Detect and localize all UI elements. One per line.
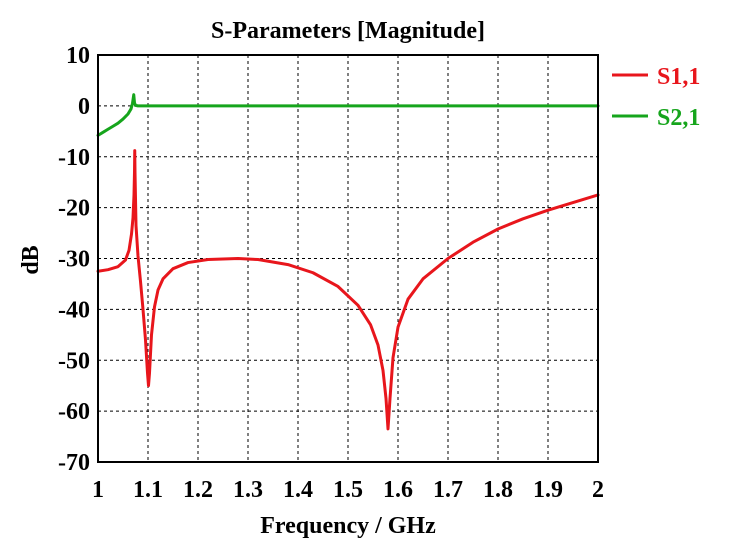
x-axis-label: Frequency / GHz — [260, 513, 436, 539]
x-tick-label: 1.2 — [183, 477, 213, 503]
x-tick-label: 2 — [592, 477, 604, 503]
x-tick-label: 1.1 — [133, 477, 163, 503]
x-tick-label: 1 — [92, 477, 104, 503]
x-tick-label: 1.9 — [533, 477, 563, 503]
x-tick-label: 1.7 — [433, 477, 463, 503]
x-tick-label: 1.3 — [233, 477, 263, 503]
legend: S1,1 S2,1 — [612, 64, 700, 131]
ticks: 1 1.1 1.2 1.3 1.4 1.5 1.6 1.7 1.8 1.9 2 10 0 -10 -20 -3… — [58, 43, 604, 503]
x-tick-label: 1.4 — [283, 477, 313, 503]
series-layer — [96, 93, 600, 431]
y-tick-label: -60 — [58, 399, 90, 425]
y-axis-label: dB — [18, 245, 44, 274]
x-tick-label: 1.6 — [383, 477, 413, 503]
y-tick-label: -10 — [58, 145, 90, 171]
y-tick-label: 0 — [78, 94, 90, 120]
series-line-s11 — [96, 149, 600, 431]
series-line-s21 — [96, 93, 600, 137]
x-tick-label: 1.5 — [333, 477, 363, 503]
legend-label: S1,1 — [657, 64, 700, 90]
y-tick-label: -40 — [58, 297, 90, 323]
chart-title: S-Parameters [Magnitude] — [211, 18, 485, 44]
x-tick-label: 1.8 — [483, 477, 513, 503]
legend-label: S2,1 — [657, 105, 700, 131]
y-tick-label: -30 — [58, 247, 90, 273]
y-tick-label: 10 — [66, 43, 90, 69]
grid — [98, 55, 598, 462]
y-tick-label: -20 — [58, 196, 90, 222]
y-tick-label: -70 — [58, 450, 90, 476]
y-tick-label: -50 — [58, 348, 90, 374]
plot-frame — [97, 54, 599, 463]
